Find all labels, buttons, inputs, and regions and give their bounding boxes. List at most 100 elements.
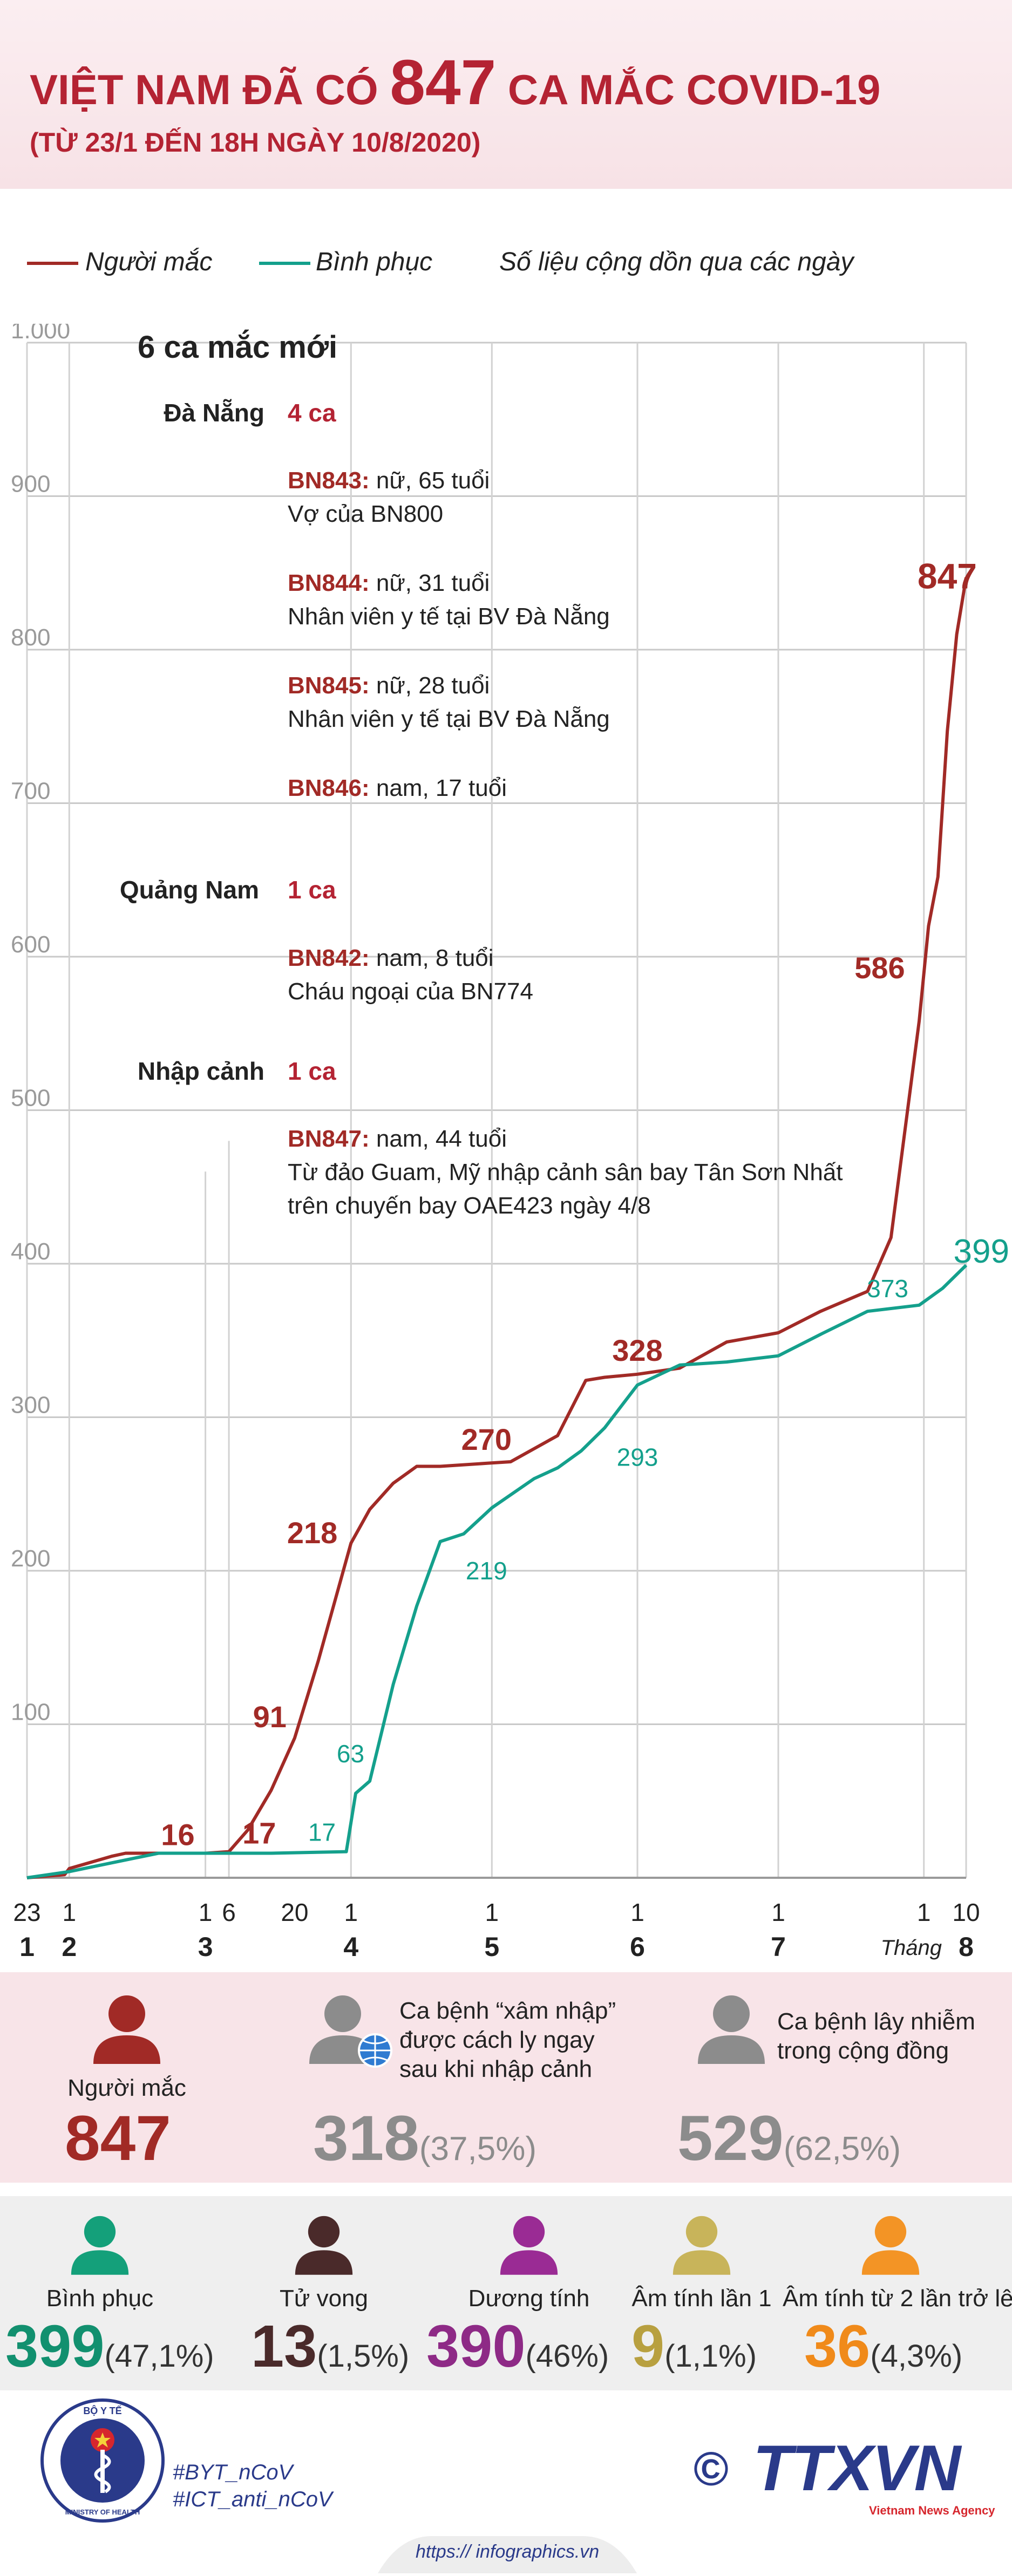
recovered-series-line xyxy=(26,1264,968,1879)
y-tick-label: 600 xyxy=(11,931,50,958)
stat-number: 13 xyxy=(251,2313,317,2380)
summary-panel xyxy=(0,1972,1012,2183)
y-tick-label: 800 xyxy=(11,624,50,651)
infected-data-label: 17 xyxy=(242,1816,276,1850)
title-number: 847 xyxy=(390,47,497,118)
logo-top-text: BỘ Y TẾ xyxy=(83,2405,121,2416)
recovered-data-label: 63 xyxy=(337,1740,364,1768)
x-tick-label: 1 xyxy=(485,1898,499,1926)
stat-number: 390 xyxy=(426,2313,526,2380)
x-month-label: 1 xyxy=(19,1932,35,1962)
x-tick-label: 20 xyxy=(281,1898,308,1926)
person-icon xyxy=(71,2216,129,2275)
legend-infected-swatch xyxy=(27,262,78,265)
y-tick-label: 900 xyxy=(11,471,50,498)
stat-percent: (1,5%) xyxy=(317,2339,410,2374)
region-name: Quảng Nam xyxy=(119,876,259,904)
ttxvn-logo: TTXVN xyxy=(753,2432,961,2504)
x-tick-label: 1 xyxy=(630,1898,644,1926)
person-icon xyxy=(861,2216,920,2275)
person-icon xyxy=(295,2216,353,2275)
stat-number: 399 xyxy=(5,2313,105,2380)
footer-url[interactable]: https:// infographics.vn xyxy=(416,2541,600,2562)
stat-label: Tử vong xyxy=(280,2285,368,2312)
case-entry: BN845: nữ, 28 tuổi Nhân viên y tế tại BV … xyxy=(288,672,610,732)
y-tick-label: 100 xyxy=(11,1699,50,1726)
logo-bottom-text: MINISTRY OF HEALTH xyxy=(65,2508,140,2516)
y-tick-label: 300 xyxy=(11,1392,50,1419)
legend-note: Số liệu cộng dồn qua các ngày xyxy=(499,248,854,276)
legend-recovered-swatch xyxy=(259,262,310,265)
summary-infected-value: 847 xyxy=(65,2103,171,2174)
summary-community-value: 529(62,5%) xyxy=(677,2103,901,2174)
stat-percent: (1,1%) xyxy=(664,2339,757,2374)
summary-imported-value: 318(37,5%) xyxy=(313,2103,536,2174)
infected-data-label: 270 xyxy=(461,1422,512,1456)
page-title: VIỆT NAM ĐÃ CÓ 847 CA MẮC COVID-19 xyxy=(30,47,881,118)
stat-value: 36(4,3%) xyxy=(804,2312,962,2381)
case-entry: BN847: nam, 44 tuổi Từ đảo Guam, Mỹ nhập … xyxy=(288,1126,843,1219)
y-tick-label: 1.000 xyxy=(11,324,70,344)
x-axis-month-word: Tháng xyxy=(881,1936,942,1960)
region-count: 1 ca xyxy=(288,876,336,904)
recovered-data-label: 373 xyxy=(867,1275,908,1303)
case-entry: BN842: nam, 8 tuổi Cháu ngoại của BN774 xyxy=(288,945,533,1005)
y-tick-label: 200 xyxy=(11,1545,50,1572)
stat-number: 36 xyxy=(804,2313,871,2380)
x-tick-label: 1 xyxy=(917,1898,931,1926)
case-entry: BN846: nam, 17 tuổi xyxy=(288,775,507,801)
y-tick-label: 500 xyxy=(11,1085,50,1112)
summary-community-label: Ca bệnh lây nhiễm trong cộng đồng xyxy=(777,2008,975,2064)
footer-url-bar xyxy=(0,2536,1012,2573)
stat-label: Âm tính từ 2 lần trở lên xyxy=(783,2285,1012,2312)
x-tick-label: 1 xyxy=(771,1898,785,1926)
footer-url-shape xyxy=(378,2536,637,2573)
stat-percent: (4,3%) xyxy=(870,2339,963,2374)
stat-value: 399(47,1%) xyxy=(5,2312,214,2381)
page-subtitle: (TỪ 23/1 ĐẾN 18H NGÀY 10/8/2020) xyxy=(30,127,481,158)
infected-data-label: 91 xyxy=(253,1700,287,1734)
hashtag-ict[interactable]: #ICT_anti_nCoV xyxy=(173,2488,332,2511)
x-month-label: 4 xyxy=(343,1932,358,1962)
case-entry: BN843: nữ, 65 tuổi Vợ của BN800 xyxy=(288,467,490,527)
hashtag-byt[interactable]: #BYT_nCoV xyxy=(173,2461,293,2484)
x-tick-label: 10 xyxy=(952,1898,980,1926)
recovered-data-label: 17 xyxy=(308,1818,336,1846)
person-icon xyxy=(698,1995,765,2064)
region-name: Đà Nẵng xyxy=(164,399,264,427)
ttxvn-subtitle: Vietnam News Agency xyxy=(869,2504,995,2517)
person-icon xyxy=(500,2216,558,2275)
recovered-data-label: 219 xyxy=(466,1557,507,1585)
stat-value: 390(46%) xyxy=(426,2312,609,2381)
x-month-label: 8 xyxy=(959,1932,974,1962)
stat-number: 9 xyxy=(631,2313,665,2380)
stat-percent: (47,1%) xyxy=(104,2339,214,2374)
infected-data-label: 16 xyxy=(161,1817,194,1851)
stat-value: 13(1,5%) xyxy=(251,2312,409,2381)
x-month-label: 2 xyxy=(62,1932,77,1962)
summary-infected-label: Người mắc xyxy=(67,2075,186,2101)
y-tick-label: 700 xyxy=(11,778,50,805)
x-month-label: 7 xyxy=(771,1932,786,1962)
x-month-label: 5 xyxy=(484,1932,499,1962)
region-name: Nhập cảnh xyxy=(137,1057,264,1085)
x-tick-label: 1 xyxy=(63,1898,77,1926)
x-tick-label: 23 xyxy=(13,1898,40,1926)
x-tick-label: 1 xyxy=(344,1898,358,1926)
infected-data-label: 586 xyxy=(854,951,905,985)
recovered-data-label: 399 xyxy=(954,1233,1009,1270)
x-tick-label: 6 xyxy=(222,1898,236,1926)
x-month-label: 6 xyxy=(630,1932,645,1962)
ministry-of-health-logo: BỘ Y TẾ MINISTRY OF HEALTH xyxy=(40,2398,165,2523)
stat-value: 9(1,1%) xyxy=(631,2312,757,2381)
case-entry: BN844: nữ, 31 tuổi Nhân viên y tế tại BV … xyxy=(288,570,610,630)
legend-recovered: Bình phục xyxy=(316,248,433,276)
region-count: 4 ca xyxy=(288,399,336,427)
person-globe-icon xyxy=(309,1995,392,2068)
x-month-label: 3 xyxy=(198,1932,213,1962)
person-icon xyxy=(93,1995,160,2064)
legend-infected: Người mắc xyxy=(85,248,213,276)
x-tick-label: 1 xyxy=(199,1898,213,1926)
stat-label: Bình phục xyxy=(46,2285,154,2312)
infected-data-label: 218 xyxy=(287,1516,337,1550)
